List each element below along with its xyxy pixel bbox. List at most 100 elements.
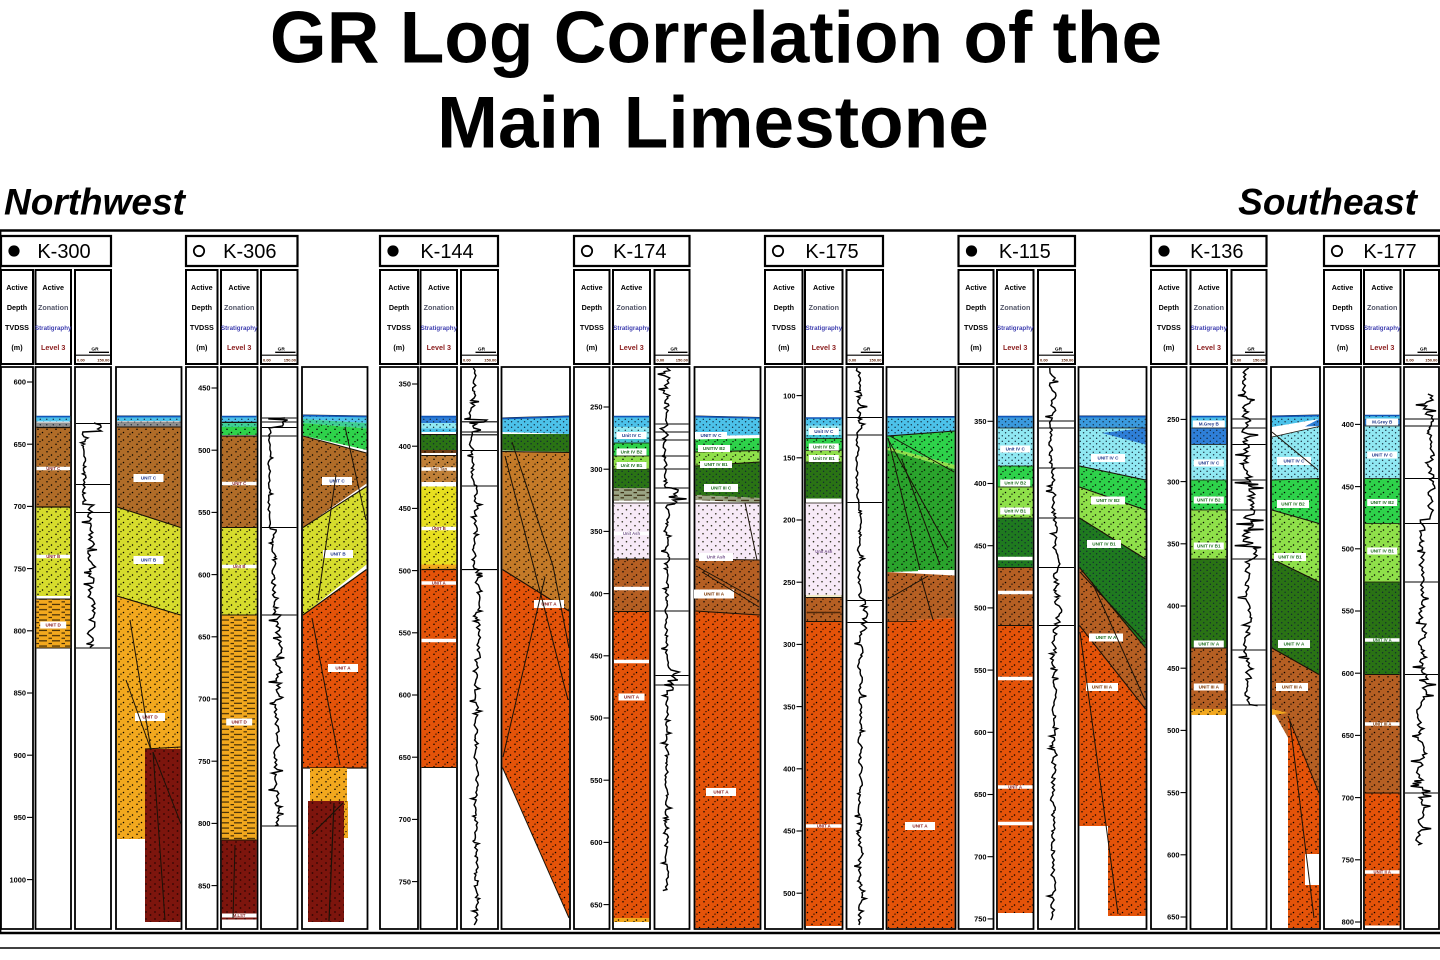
svg-text:350: 350 xyxy=(974,417,986,426)
svg-text:500: 500 xyxy=(783,889,795,898)
svg-text:250: 250 xyxy=(783,578,795,587)
svg-text:Active: Active xyxy=(191,283,213,292)
svg-text:UNIT C: UNIT C xyxy=(329,479,345,484)
svg-text:Depth: Depth xyxy=(1159,303,1179,312)
svg-text:UNIT IV B2: UNIT IV B2 xyxy=(1197,498,1221,503)
svg-text:Depth: Depth xyxy=(7,303,27,312)
svg-text:Level 3: Level 3 xyxy=(427,343,451,352)
svg-text:UNIT A: UNIT A xyxy=(541,602,557,607)
svg-text:Stratigraphy: Stratigraphy xyxy=(1191,325,1228,332)
svg-text:Stratigraphy: Stratigraphy xyxy=(613,325,650,332)
svg-text:Unit IV C: Unit IV C xyxy=(1006,447,1026,452)
svg-text:UNIT B: UNIT B xyxy=(141,558,157,563)
svg-text:Active: Active xyxy=(428,283,450,292)
svg-text:Zonation: Zonation xyxy=(1194,303,1224,312)
svg-text:450: 450 xyxy=(399,504,411,513)
svg-text:GR: GR xyxy=(1420,347,1428,353)
svg-text:350: 350 xyxy=(399,380,411,389)
svg-text:800: 800 xyxy=(1342,918,1354,927)
svg-text:UNIT IV A: UNIT IV A xyxy=(1096,635,1117,640)
svg-text:UNIT B: UNIT B xyxy=(46,554,60,559)
svg-text:650: 650 xyxy=(198,633,210,642)
svg-text:300: 300 xyxy=(1167,477,1179,486)
svg-text:750: 750 xyxy=(974,915,986,924)
svg-text:GR: GR xyxy=(278,347,286,353)
svg-text:(m): (m) xyxy=(11,343,23,352)
svg-text:300: 300 xyxy=(783,640,795,649)
svg-text:900: 900 xyxy=(14,751,26,760)
svg-text:UNIT IV C: UNIT IV C xyxy=(1372,453,1394,458)
svg-text:350: 350 xyxy=(1167,540,1179,549)
svg-text:650: 650 xyxy=(1167,913,1179,922)
svg-text:Level 3: Level 3 xyxy=(1370,343,1394,352)
svg-text:Active: Active xyxy=(1332,283,1354,292)
svg-text:Level 3: Level 3 xyxy=(1003,343,1027,352)
svg-text:Level 3: Level 3 xyxy=(812,343,836,352)
svg-text:Active: Active xyxy=(42,283,64,292)
svg-text:500: 500 xyxy=(590,714,602,723)
svg-text:Unit IV C: Unit IV C xyxy=(814,429,834,434)
svg-text:150.00: 150.00 xyxy=(97,357,110,362)
svg-text:UNIT A: UNIT A xyxy=(335,666,351,671)
svg-text:150.00: 150.00 xyxy=(284,357,297,362)
svg-text:450: 450 xyxy=(783,827,795,836)
svg-text:UNIT III C: UNIT III C xyxy=(711,486,732,491)
svg-text:GR: GR xyxy=(91,347,99,353)
svg-text:350: 350 xyxy=(590,527,602,536)
svg-text:M.LST: M.LST xyxy=(233,913,246,918)
svg-text:Zonation: Zonation xyxy=(1367,303,1397,312)
svg-text:550: 550 xyxy=(1167,788,1179,797)
svg-text:(m): (m) xyxy=(1163,343,1175,352)
svg-text:450: 450 xyxy=(590,652,602,661)
svg-text:Unit B: Unit B xyxy=(233,564,245,569)
svg-text:0.00: 0.00 xyxy=(849,357,858,362)
svg-text:700: 700 xyxy=(198,695,210,704)
svg-text:Unit IV B1: Unit IV B1 xyxy=(621,463,643,468)
svg-text:Active: Active xyxy=(1198,283,1220,292)
svg-text:UNIT B: UNIT B xyxy=(330,552,346,557)
svg-text:UNIT IV A: UNIT IV A xyxy=(1284,642,1305,647)
svg-text:650: 650 xyxy=(974,790,986,799)
svg-text:UNIT IV B1: UNIT IV B1 xyxy=(1197,544,1221,549)
svg-text:650: 650 xyxy=(590,900,602,909)
svg-text:450: 450 xyxy=(974,541,986,550)
svg-text:Active: Active xyxy=(228,283,250,292)
svg-text:0.00: 0.00 xyxy=(263,357,272,362)
svg-text:Unit IV B2: Unit IV B2 xyxy=(621,450,643,455)
svg-text:550: 550 xyxy=(399,629,411,638)
svg-text:250: 250 xyxy=(1167,415,1179,424)
svg-text:Stratigraphy: Stratigraphy xyxy=(421,325,458,332)
svg-text:100: 100 xyxy=(783,391,795,400)
svg-text:UNITIV B2: UNITIV B2 xyxy=(703,446,726,451)
svg-text:UNIT IV B2: UNIT IV B2 xyxy=(1370,500,1394,505)
svg-text:Southeast: Southeast xyxy=(1238,182,1419,223)
svg-text:450: 450 xyxy=(1342,482,1354,491)
svg-text:TVDSS: TVDSS xyxy=(772,323,796,332)
svg-text:650: 650 xyxy=(14,440,26,449)
svg-text:TVDSS: TVDSS xyxy=(964,323,988,332)
svg-text:350: 350 xyxy=(783,702,795,711)
svg-text:0.00: 0.00 xyxy=(77,357,86,362)
svg-text:850: 850 xyxy=(14,689,26,698)
svg-text:650: 650 xyxy=(399,753,411,762)
svg-text:Zonation: Zonation xyxy=(616,303,646,312)
svg-text:TVDSS: TVDSS xyxy=(5,323,29,332)
svg-text:(m): (m) xyxy=(778,343,790,352)
svg-text:Zonation: Zonation xyxy=(809,303,839,312)
svg-text:K-175: K-175 xyxy=(805,241,858,263)
svg-text:Active: Active xyxy=(1371,283,1393,292)
svg-text:UNIT III A: UNIT III A xyxy=(1373,722,1391,727)
svg-text:0.00: 0.00 xyxy=(463,357,472,362)
svg-text:500: 500 xyxy=(1342,545,1354,554)
svg-text:750: 750 xyxy=(399,877,411,886)
svg-text:Depth: Depth xyxy=(389,303,409,312)
svg-text:750: 750 xyxy=(1342,856,1354,865)
svg-text:0.00: 0.00 xyxy=(1040,357,1049,362)
svg-text:M.Grey B: M.Grey B xyxy=(1199,422,1220,427)
svg-text:400: 400 xyxy=(1167,602,1179,611)
svg-text:Active: Active xyxy=(1158,283,1180,292)
svg-text:150: 150 xyxy=(783,454,795,463)
svg-text:750: 750 xyxy=(14,564,26,573)
svg-text:550: 550 xyxy=(974,666,986,675)
svg-text:600: 600 xyxy=(198,570,210,579)
